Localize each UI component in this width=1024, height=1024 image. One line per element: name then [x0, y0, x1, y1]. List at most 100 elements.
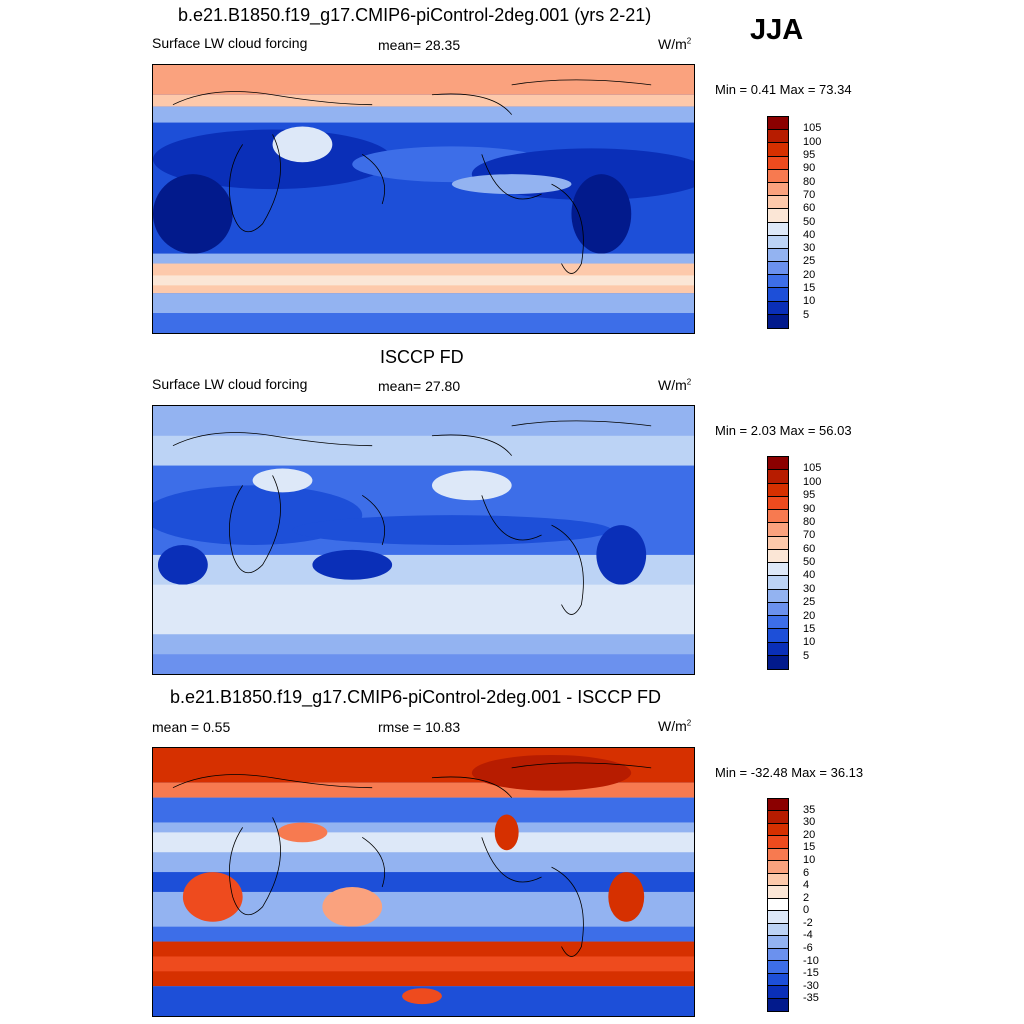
colorbar-tick-label: 5 — [803, 308, 810, 321]
panel1-title: b.e21.B1850.f19_g17.CMIP6-piControl-2deg… — [178, 5, 652, 25]
panel3-map — [152, 747, 695, 1017]
colorbar-tick-label: 2 — [803, 891, 810, 904]
colorbar-tick-label: 95 — [803, 148, 816, 161]
panel3-title: b.e21.B1850.f19_g17.CMIP6-piControl-2deg… — [170, 687, 661, 707]
colorbar-swatch — [768, 549, 788, 563]
colorbar-tick-label: 25 — [803, 596, 816, 609]
colorbar-swatch — [768, 275, 788, 289]
colorbar-swatch — [768, 248, 788, 263]
colorbar-swatch — [768, 117, 788, 131]
panel3-mean-label: mean = 0.55 — [152, 719, 231, 735]
colorbar-swatch — [768, 823, 788, 837]
colorbar-swatch — [768, 301, 788, 315]
colorbar-tick-label: 80 — [803, 175, 816, 188]
colorbar-tick-label: 15 — [803, 622, 816, 635]
colorbar-tick-label: 100 — [803, 135, 822, 148]
colorbar-swatch — [768, 169, 788, 183]
colorbar-swatch — [768, 861, 788, 874]
colorbar-tick-label: 10 — [803, 295, 816, 308]
colorbar-swatch — [768, 923, 788, 937]
colorbar-swatch — [768, 288, 788, 302]
colorbar-swatch — [768, 496, 788, 510]
colorbar-tick-label: 95 — [803, 489, 816, 502]
colorbar-tick-label: 100 — [803, 475, 822, 488]
panel1-unit-label: W/m2 — [658, 36, 692, 52]
colorbar-swatch — [768, 948, 788, 962]
colorbar-tick-label: 20 — [803, 268, 816, 281]
colorbar-tick-label: 30 — [803, 816, 816, 829]
colorbar-tick-label: 60 — [803, 202, 816, 215]
colorbar-swatch — [768, 196, 788, 210]
panel3-minmax: Min = -32.48 Max = 36.13 — [715, 765, 864, 780]
colorbar-tick-label: 15 — [803, 841, 816, 854]
colorbar-swatch — [768, 209, 788, 223]
colorbar-tick-label: -15 — [803, 967, 819, 980]
colorbar-swatch — [768, 457, 788, 471]
colorbar-tick-label: -30 — [803, 979, 819, 992]
colorbar-swatch — [768, 523, 788, 537]
panel1-map — [152, 64, 695, 334]
colorbar-swatch — [768, 629, 788, 643]
colorbar-swatch — [768, 563, 788, 577]
colorbar-swatch — [768, 848, 788, 862]
colorbar-swatch — [768, 911, 788, 924]
colorbar-tick-label: 20 — [803, 828, 816, 841]
panel1-minmax: Min = 0.41 Max = 73.34 — [715, 82, 852, 97]
panel2-unit-label: W/m2 — [658, 377, 692, 393]
colorbar-tick-label: 25 — [803, 255, 816, 268]
colorbar-swatch — [768, 602, 788, 616]
colorbar-swatch — [768, 616, 788, 630]
colorbar-swatch — [768, 886, 788, 899]
colorbar-tick-label: 90 — [803, 502, 816, 515]
colorbar-swatch — [768, 470, 788, 484]
colorbar-tick-label: -6 — [803, 942, 813, 955]
colorbar-tick-label: 90 — [803, 162, 816, 175]
colorbar-tick-label: 50 — [803, 215, 816, 228]
colorbar-swatch — [768, 589, 788, 603]
colorbar-tick-label: 4 — [803, 879, 810, 892]
panel1-mean-label: mean= 28.35 — [378, 37, 461, 53]
panel1-variable-label: Surface LW cloud forcing — [152, 35, 308, 51]
panel2-map — [152, 405, 695, 675]
panel1-colorbar — [767, 116, 789, 329]
colorbar-tick-label: -35 — [803, 992, 819, 1005]
colorbar-tick-label: 30 — [803, 582, 816, 595]
colorbar-tick-label: 20 — [803, 609, 816, 622]
colorbar-tick-label: 10 — [803, 853, 816, 866]
colorbar-swatch — [768, 130, 788, 144]
panel2-variable-label: Surface LW cloud forcing — [152, 376, 308, 392]
colorbar-tick-label: 105 — [803, 462, 822, 475]
colorbar-swatch — [768, 986, 788, 999]
colorbar-swatch — [768, 314, 788, 328]
colorbar-tick-label: 70 — [803, 529, 816, 542]
colorbar-tick-label: 0 — [803, 904, 810, 917]
colorbar-tick-label: 6 — [803, 866, 810, 879]
colorbar-swatch — [768, 576, 788, 590]
colorbar-swatch — [768, 536, 788, 550]
colorbar-tick-label: 50 — [803, 556, 816, 568]
colorbar-tick-label: 30 — [803, 242, 816, 255]
colorbar-tick-label: 40 — [803, 569, 816, 582]
colorbar-swatch — [768, 262, 788, 276]
colorbar-swatch — [768, 936, 788, 949]
colorbar-tick-label: 40 — [803, 228, 816, 241]
colorbar-swatch — [768, 655, 788, 669]
colorbar-swatch — [768, 898, 788, 912]
colorbar-tick-label: -2 — [803, 916, 813, 929]
season-label: JJA — [750, 14, 804, 46]
colorbar-swatch — [768, 799, 788, 812]
colorbar-tick-label: 5 — [803, 649, 810, 662]
colorbar-tick-label: -4 — [803, 929, 813, 942]
colorbar-swatch — [768, 182, 788, 197]
panel2-colorbar — [767, 456, 789, 670]
colorbar-swatch — [768, 156, 788, 170]
colorbar-swatch — [768, 836, 788, 849]
colorbar-swatch — [768, 483, 788, 497]
panel3-unit-label: W/m2 — [658, 718, 692, 734]
colorbar-swatch — [768, 873, 788, 887]
colorbar-swatch — [768, 222, 788, 236]
colorbar-tick-label: 105 — [803, 122, 822, 135]
colorbar-swatch — [768, 998, 788, 1011]
colorbar-swatch — [768, 642, 788, 656]
colorbar-swatch — [768, 811, 788, 824]
